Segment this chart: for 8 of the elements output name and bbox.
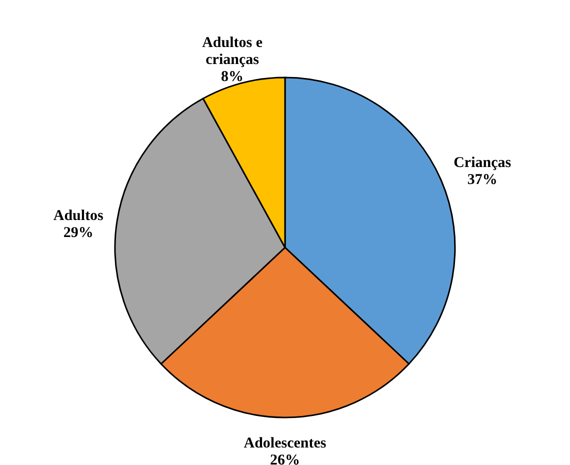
data-label: 26%: [270, 452, 300, 465]
data-label: 29%: [63, 224, 94, 241]
slice-label: Adolescentes: [244, 436, 326, 452]
slice-label: Adultos: [53, 208, 104, 224]
slice-label: Crianças: [454, 155, 512, 172]
data-label: 37%: [467, 172, 498, 188]
slice-label: Adultos e crianças: [202, 35, 263, 68]
data-label: 8%: [221, 69, 244, 86]
